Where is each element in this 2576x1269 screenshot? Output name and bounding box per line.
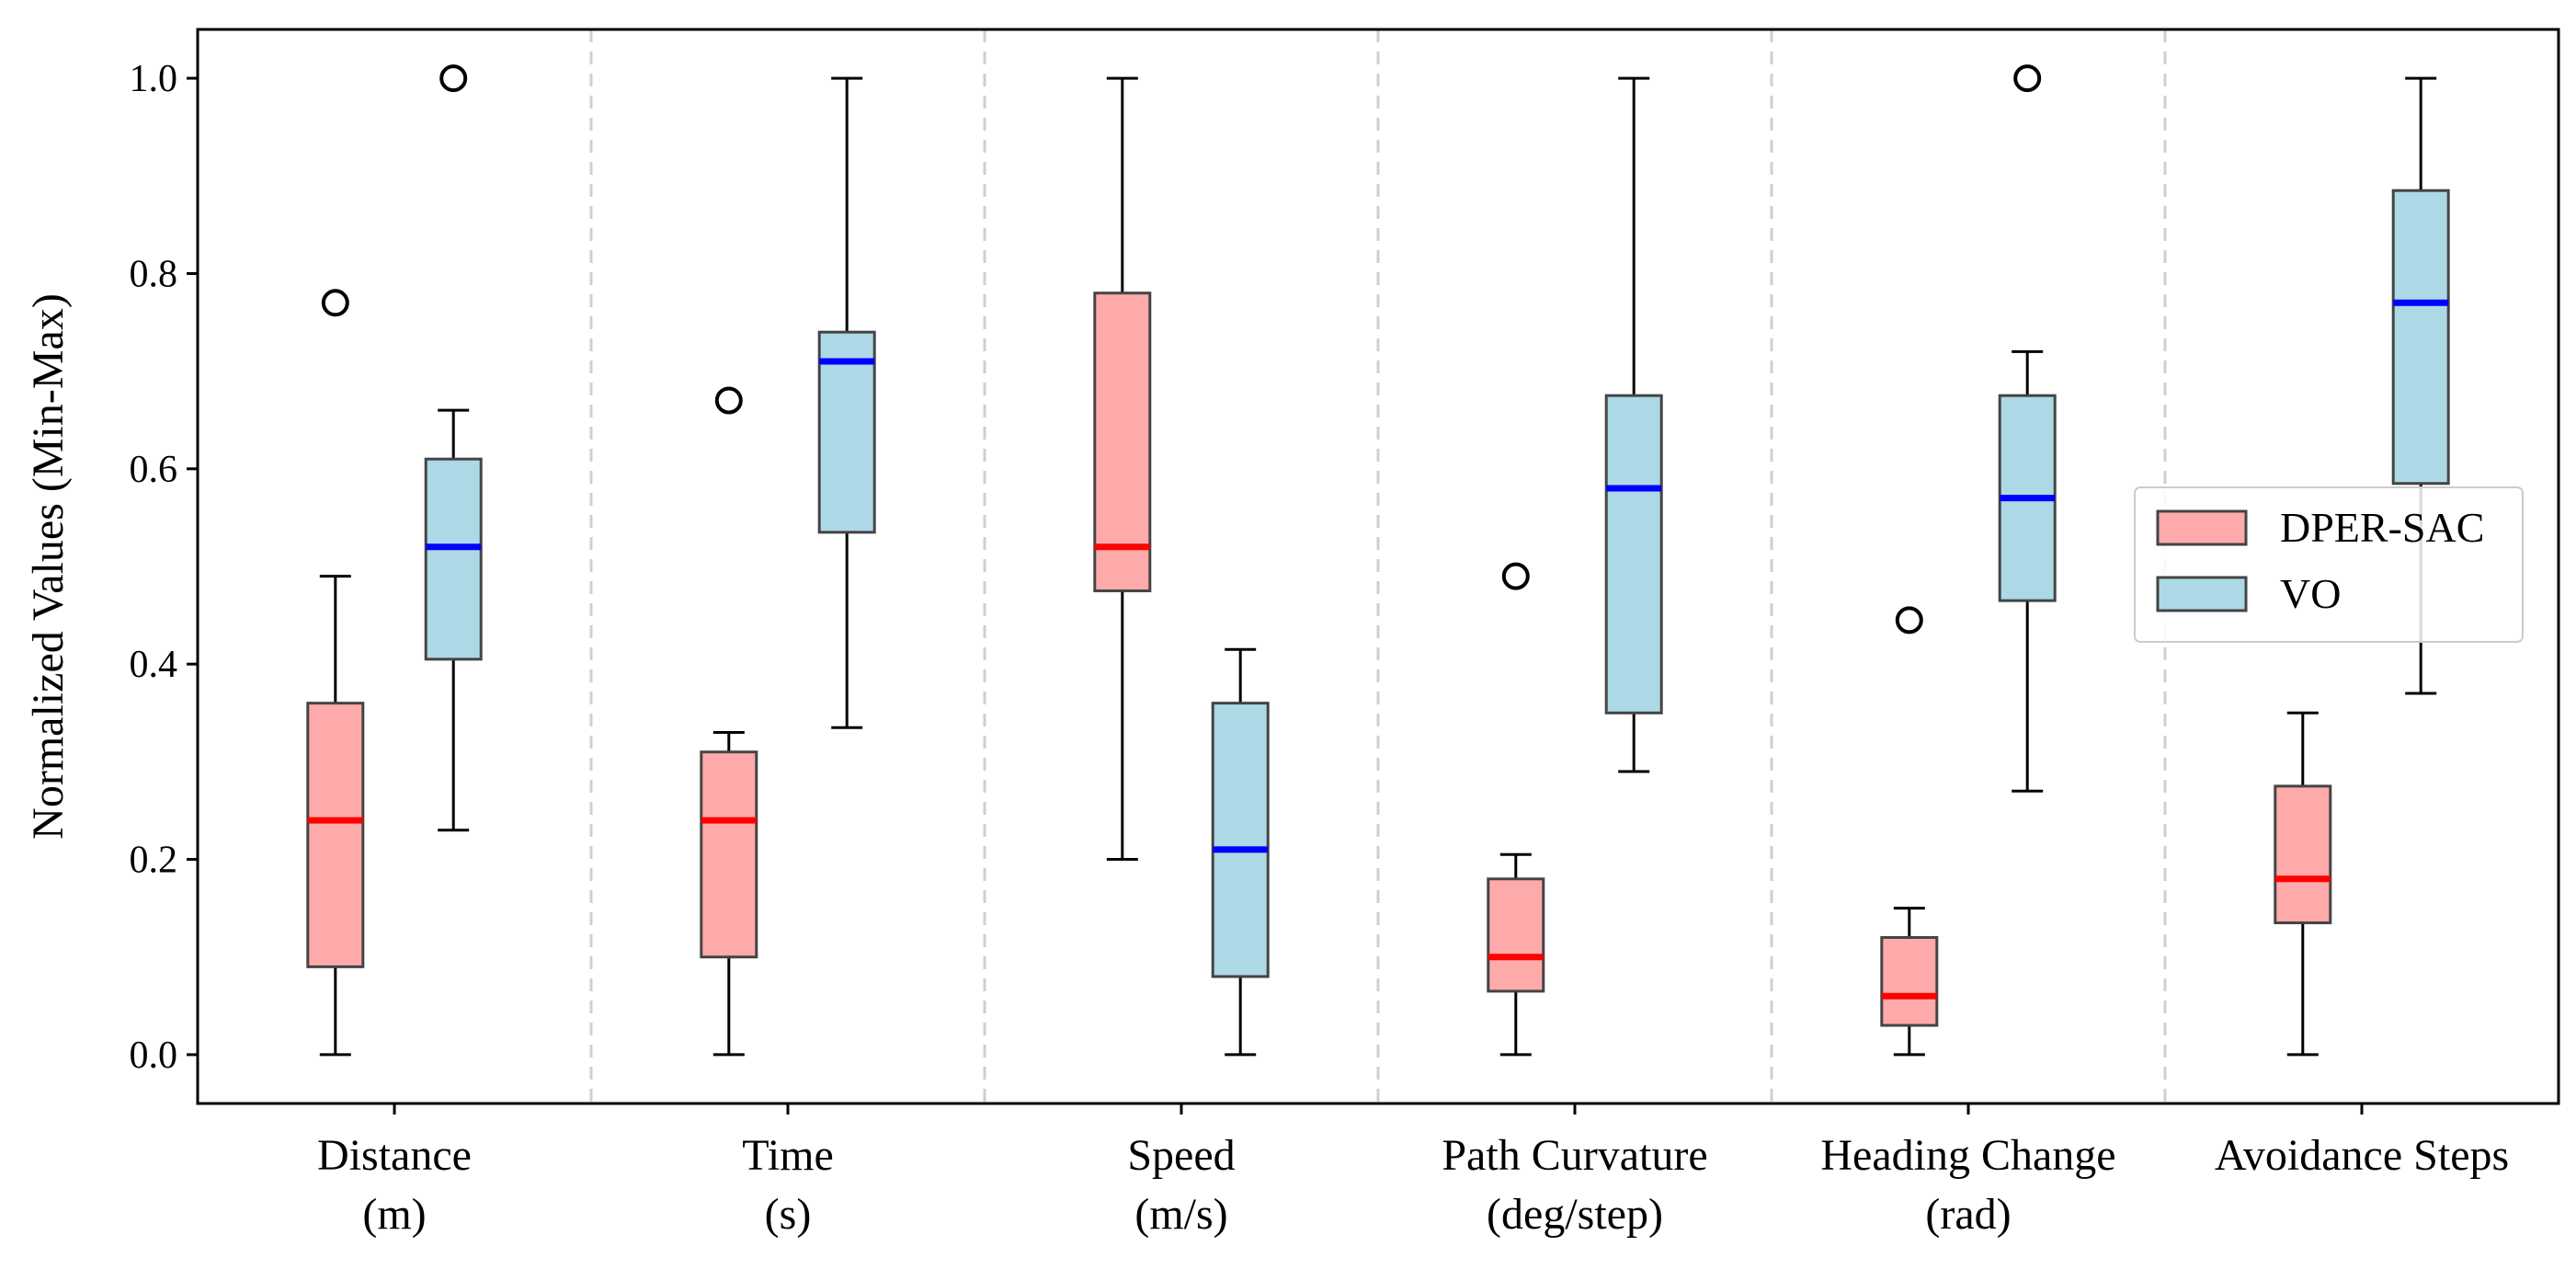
box-dper-sac [700,386,758,1057]
y-tick-label: 1.0 [130,58,178,100]
outlier-point [321,289,349,317]
x-tick-label: Path Curvature [1442,1131,1707,1180]
outlier-point [1501,562,1530,590]
x-tick-label-unit: (m) [362,1190,426,1239]
legend-swatch-vo [2156,576,2248,612]
plot-frame [196,28,2560,1105]
legend-label-dper-sac: DPER-SAC [2280,504,2484,551]
y-tick-label: 0.6 [130,449,178,491]
x-tick-label-unit: (m/s) [1134,1190,1227,1239]
box-layer [306,64,2450,1057]
y-tick-label: 0.8 [130,253,178,295]
x-tick-label: Speed [1127,1131,1235,1180]
box-dper-sac [306,289,365,1057]
box-vo [1604,76,1663,773]
x-tick-label: Heading Change [1820,1131,2115,1180]
y-tick-label: 0.4 [130,644,178,686]
box-vo [817,76,876,729]
box-dper-sac [2274,711,2332,1057]
y-tick-label: 0.0 [130,1035,178,1077]
iqr-box [1211,702,1270,978]
outlier-point [1895,606,1923,634]
iqr-box [1093,292,1152,593]
box-vo [2391,76,2450,695]
outlier-point [439,64,468,93]
outlier-point [714,386,743,415]
iqr-box [1604,394,1663,715]
iqr-box [817,330,876,534]
x-tick-label-unit: (rad) [1925,1190,2011,1239]
box-vo [424,64,483,832]
iqr-box [306,702,365,968]
iqr-box [1880,935,1939,1027]
iqr-box [424,457,483,661]
x-tick-label-unit: (s) [765,1190,812,1239]
x-axis: Distance (m) Time (s) Speed (m/s) Path Curvatu… [317,1103,2509,1239]
box-dper-sac [1880,606,1939,1057]
iqr-box [2391,189,2450,486]
box-dper-sac [1093,76,1152,862]
outlier-point [2013,64,2042,93]
box-vo [1211,647,1270,1057]
y-axis-title: Normalized Values (Min-Max) [24,293,73,840]
x-tick-label-unit: (deg/step) [1487,1190,1663,1239]
iqr-box [2274,784,2332,925]
y-axis: 0.0 0.2 0.4 0.6 0.8 1.0 [130,58,198,1077]
box-vo [1998,64,2057,793]
y-tick-label: 0.2 [130,840,178,882]
x-tick-label: Time [742,1131,834,1180]
x-tick-label: Avoidance Steps [2215,1131,2509,1180]
box-dper-sac [1487,562,1545,1057]
iqr-box [1487,877,1545,993]
iqr-box [700,750,758,959]
x-tick-label: Distance [317,1131,472,1180]
legend-swatch-dper-sac [2156,509,2248,546]
legend-label-vo: VO [2280,570,2341,617]
legend: DPER-SAC VO [2134,486,2524,643]
